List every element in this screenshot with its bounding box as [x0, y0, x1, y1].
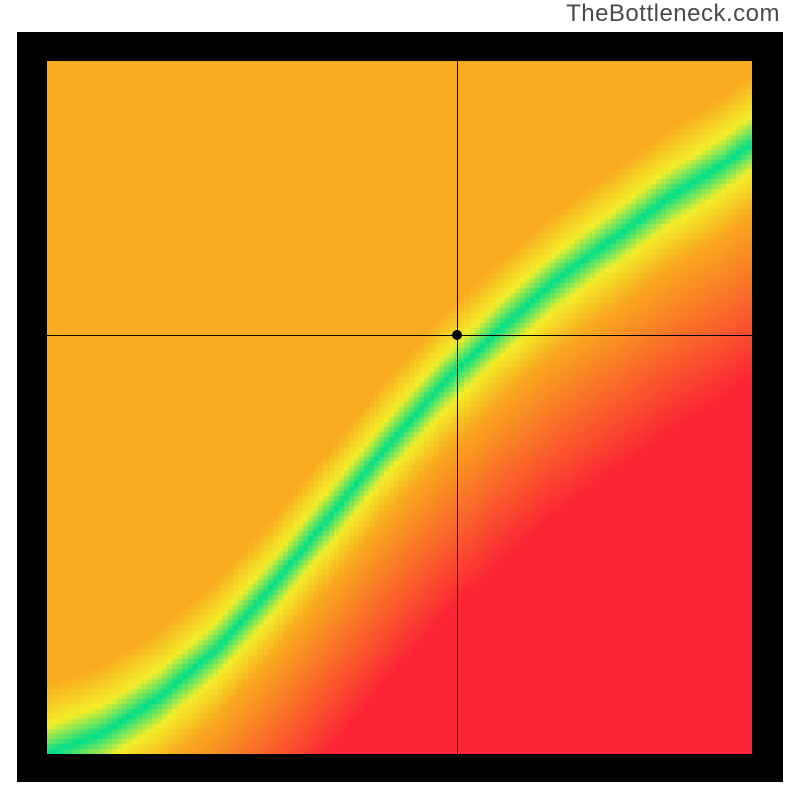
root: TheBottleneck.com: [0, 0, 800, 800]
heatmap-canvas: [47, 61, 752, 754]
crosshair-marker: [452, 330, 462, 340]
crosshair-vertical: [457, 61, 458, 754]
watermark-text: TheBottleneck.com: [566, 0, 780, 28]
heatmap-plot-area: [47, 61, 752, 754]
crosshair-horizontal: [47, 335, 752, 336]
